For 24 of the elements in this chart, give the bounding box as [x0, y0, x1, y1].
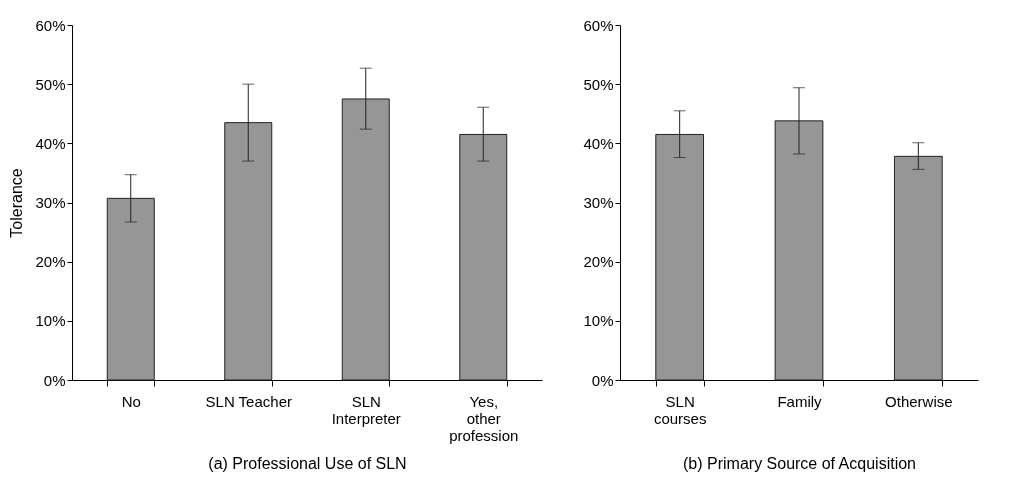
y-tick-label: 20%	[35, 253, 66, 271]
y-tick-label: 10%	[583, 312, 614, 330]
y-tick-label: 50%	[583, 75, 614, 93]
y-tick-label: 60%	[583, 16, 614, 34]
y-tick-label: 0%	[43, 371, 66, 389]
x-tick-label: Family	[777, 392, 823, 410]
y-tick-label: 40%	[35, 134, 66, 152]
x-tick-label: SLN Teacher	[205, 392, 292, 410]
y-axis-title: Tolerance	[8, 168, 26, 238]
x-tick-label: Otherwise	[885, 392, 953, 410]
x-tick-label: SLN courses	[653, 392, 707, 427]
y-tick-label: 20%	[583, 253, 614, 271]
y-tick-label: 0%	[591, 371, 614, 389]
y-tick-label: 40%	[583, 134, 614, 152]
x-axis-title: (b) Primary Source of Acquisition	[683, 454, 916, 472]
y-tick-label: 60%	[35, 16, 66, 34]
y-tick-label: 30%	[35, 194, 66, 211]
y-tick-label: 10%	[35, 312, 66, 330]
y-tick-label: 50%	[35, 75, 66, 93]
x-tick-label: No	[121, 392, 141, 410]
x-axis-title: (a) Professional Use of SLN	[208, 454, 407, 472]
x-tick-label: Yes, other profession	[449, 392, 519, 444]
y-tick-label: 30%	[583, 194, 614, 211]
x-tick-label: SLN Interpreter	[331, 392, 401, 427]
